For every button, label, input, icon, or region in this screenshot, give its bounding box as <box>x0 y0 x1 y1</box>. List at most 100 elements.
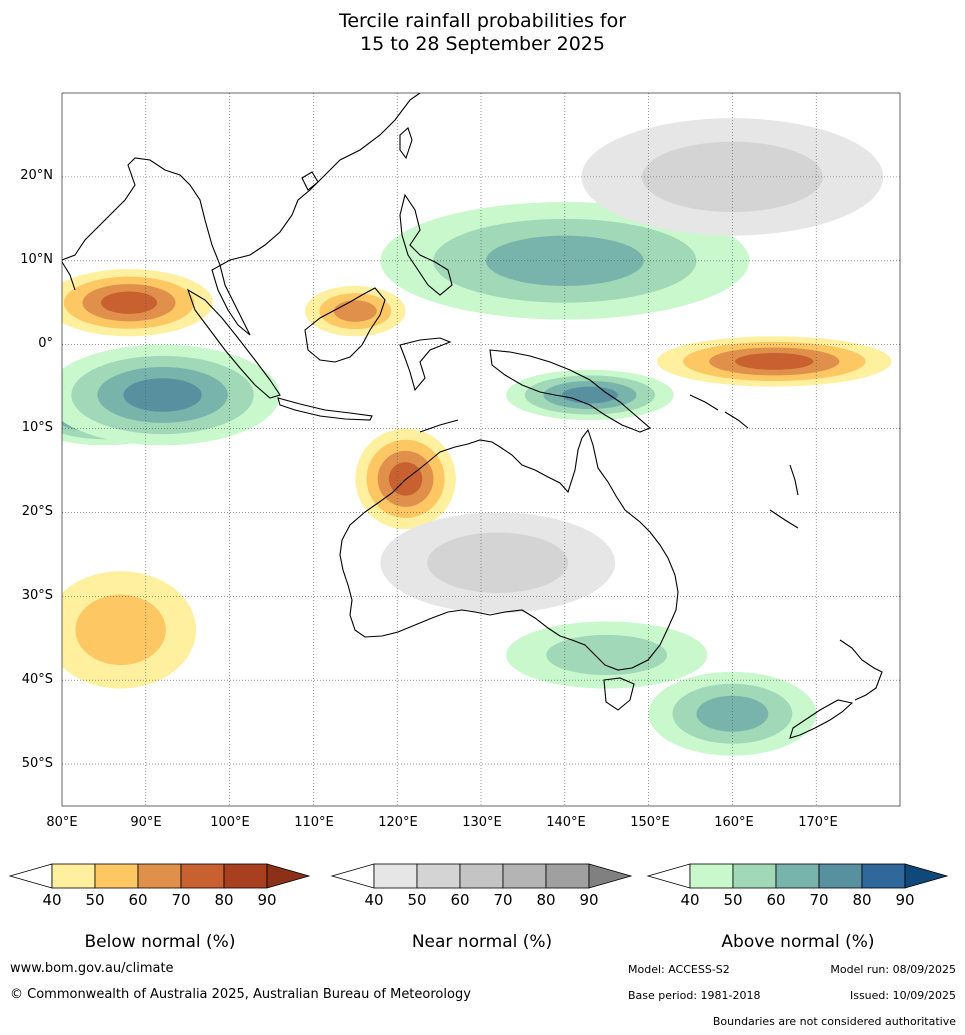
colorbar-segment-2 <box>137 863 182 889</box>
colorbar-segment-1 <box>416 863 461 889</box>
colorbar-tick-60: 60 <box>128 891 147 909</box>
near-normal-colorbar: 40 50 60 70 80 90 <box>330 863 633 909</box>
sumatra-coastline <box>186 288 281 399</box>
region-near-12-level-1 <box>427 532 569 593</box>
colorbar-tick-80: 80 <box>214 891 233 909</box>
lat-label-30s: 30°S <box>21 588 53 603</box>
se-asia-mainland-coastline <box>62 93 421 336</box>
colorbar-segment-0 <box>689 863 734 889</box>
australia-coastline <box>339 428 679 671</box>
lon-label-80e: 80°E <box>46 815 78 830</box>
near-normal-title: Near normal (%) <box>411 932 553 952</box>
colorbar-tick-60: 60 <box>450 891 469 909</box>
title-line-2: 15 to 28 September 2025 <box>360 33 605 55</box>
colorbar-tick-40: 40 <box>680 891 699 909</box>
lon-label-150e: 150°E <box>630 815 670 830</box>
colorbar-segment-2 <box>775 863 820 889</box>
new-caledonia-coastline <box>769 509 799 529</box>
colorbar-tick-90: 90 <box>257 891 276 909</box>
lon-label-160e: 160°E <box>714 815 754 830</box>
colorbar-tick-90: 90 <box>579 891 598 909</box>
colorbar-tick-60: 60 <box>766 891 785 909</box>
lon-label-170e: 170°E <box>798 815 838 830</box>
boundaries-disclaimer: Boundaries are not considered authoritat… <box>712 1015 956 1028</box>
issued-date: Issued: 10/09/2025 <box>849 989 956 1002</box>
coastlines <box>62 93 883 739</box>
below-normal-colorbar: 40 50 60 70 80 90 <box>8 863 311 909</box>
above-normal-colorbar: 40 50 60 70 80 90 <box>646 863 949 909</box>
base-period: Base period: 1981-2018 <box>628 989 761 1002</box>
lon-label-140e: 140°E <box>546 815 586 830</box>
colorbar-tick-80: 80 <box>852 891 871 909</box>
lat-label-0: 0° <box>38 336 53 351</box>
copyright-text: © Commonwealth of Australia 2025, Austra… <box>10 987 471 1002</box>
region-below-7-level-3 <box>735 353 814 370</box>
sulawesi-coastline <box>399 337 452 392</box>
region-below-10-level-2 <box>333 300 377 322</box>
java-coastline <box>277 397 373 421</box>
colorbar-segment-3 <box>180 863 225 889</box>
colorbar-high-extension <box>266 863 311 889</box>
region-below-6-level-3 <box>101 291 157 314</box>
region-below-9-level-1 <box>75 594 166 666</box>
colorbar-low-extension <box>646 863 691 889</box>
lon-label-120e: 120°E <box>378 815 418 830</box>
lon-label-100e: 100°E <box>210 815 250 830</box>
lat-label-50s: 50°S <box>21 756 53 771</box>
colorbar-high-extension <box>588 863 633 889</box>
colorbar-low-extension <box>330 863 375 889</box>
lon-label-130e: 130°E <box>462 815 502 830</box>
model-name: Model: ACCESS-S2 <box>628 963 730 976</box>
rainfall-probability-map <box>61 92 901 807</box>
new-zealand-coastline <box>789 639 883 739</box>
colorbar-segment-2 <box>459 863 504 889</box>
region-above-1-level-3 <box>123 378 202 412</box>
lon-label-90e: 90°E <box>130 815 162 830</box>
solomon-islands-coastline <box>689 394 749 429</box>
graticule <box>62 93 900 806</box>
colorbar-segment-4 <box>861 863 906 889</box>
website-link[interactable]: www.bom.gov.au/climate <box>10 961 174 976</box>
vanuatu-coastline <box>789 464 799 496</box>
colorbar-tick-40: 40 <box>42 891 61 909</box>
region-above-2-level-2 <box>485 235 644 286</box>
region-near-11-level-1 <box>641 141 823 213</box>
colorbar-low-extension <box>8 863 53 889</box>
lon-label-110e: 110°E <box>294 815 334 830</box>
region-above-4-level-1 <box>546 634 668 676</box>
colorbar-tick-50: 50 <box>407 891 426 909</box>
colorbar-high-extension <box>904 863 949 889</box>
colorbar-segment-1 <box>94 863 139 889</box>
new-guinea-coastline <box>489 349 652 433</box>
colorbar-segment-1 <box>732 863 777 889</box>
tasmania-coastline <box>603 677 635 711</box>
philippines-coastline <box>399 193 453 296</box>
lat-label-40s: 40°S <box>21 672 53 687</box>
probability-regions <box>62 118 892 756</box>
colorbar-segment-0 <box>373 863 418 889</box>
colorbar-segment-4 <box>545 863 590 889</box>
taiwan-coastline <box>399 127 413 160</box>
colorbar-tick-90: 90 <box>895 891 914 909</box>
colorbar-segment-0 <box>51 863 96 889</box>
colorbar-segment-4 <box>223 863 268 889</box>
lat-label-10n: 10°N <box>20 252 53 267</box>
map-title: Tercile rainfall probabilities for 15 to… <box>0 10 965 56</box>
colorbar-tick-70: 70 <box>493 891 512 909</box>
model-run-date: Model run: 08/09/2025 <box>830 963 956 976</box>
map-frame <box>61 92 901 807</box>
region-above-5-level-2 <box>696 695 769 732</box>
below-normal-title: Below normal (%) <box>84 932 236 952</box>
india-tip-coastline <box>62 261 76 291</box>
above-normal-title: Above normal (%) <box>721 932 875 952</box>
timor-coastline <box>419 419 459 433</box>
colorbar-segment-3 <box>818 863 863 889</box>
title-line-1: Tercile rainfall probabilities for <box>338 10 627 32</box>
colorbar-tick-70: 70 <box>809 891 828 909</box>
colorbar-tick-50: 50 <box>85 891 104 909</box>
colorbar-tick-50: 50 <box>723 891 742 909</box>
colorbar-tick-80: 80 <box>536 891 555 909</box>
colorbar-segment-3 <box>502 863 547 889</box>
colorbar-tick-70: 70 <box>171 891 190 909</box>
lat-label-10s: 10°S <box>21 420 53 435</box>
